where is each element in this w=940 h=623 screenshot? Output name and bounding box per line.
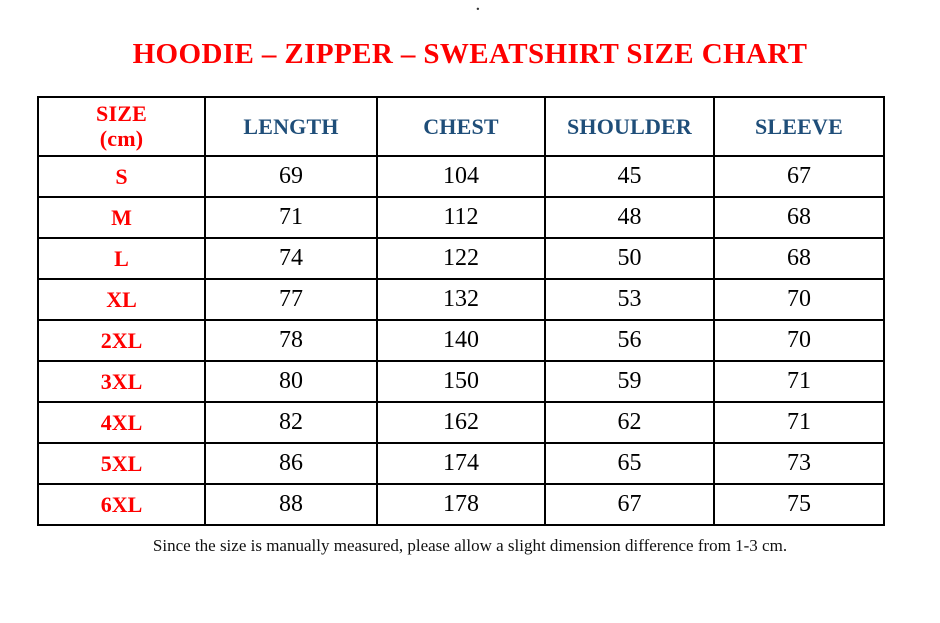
sleeve-cell: 68 <box>713 237 885 280</box>
size-cell: 2XL <box>37 319 206 362</box>
column-header-size: SIZE (cm) <box>37 96 206 157</box>
shoulder-cell: 56 <box>544 319 715 362</box>
shoulder-cell: 53 <box>544 278 715 321</box>
size-cell: 4XL <box>37 401 206 444</box>
shoulder-cell: 67 <box>544 483 715 526</box>
column-header-length: LENGTH <box>204 96 378 157</box>
chest-cell: 112 <box>376 196 546 239</box>
table-row-5xl: 5XL 86 174 65 73 <box>37 442 885 485</box>
length-cell: 88 <box>204 483 378 526</box>
shoulder-cell: 62 <box>544 401 715 444</box>
shoulder-cell: 45 <box>544 155 715 198</box>
sleeve-cell: 71 <box>713 360 885 403</box>
chest-cell: 122 <box>376 237 546 280</box>
size-header-line2: (cm) <box>99 125 144 151</box>
sleeve-cell: 70 <box>713 278 885 321</box>
length-cell: 69 <box>204 155 378 198</box>
length-cell: 82 <box>204 401 378 444</box>
shoulder-cell: 65 <box>544 442 715 485</box>
table-row-m: M 71 112 48 68 <box>37 196 885 239</box>
sleeve-cell: 70 <box>713 319 885 362</box>
table-row-s: S 69 104 45 67 <box>37 155 885 198</box>
column-header-shoulder: SHOULDER <box>544 96 715 157</box>
size-cell: L <box>37 237 206 280</box>
sleeve-cell: 67 <box>713 155 885 198</box>
length-cell: 77 <box>204 278 378 321</box>
sleeve-cell: 75 <box>713 483 885 526</box>
table-row-3xl: 3XL 80 150 59 71 <box>37 360 885 403</box>
length-cell: 80 <box>204 360 378 403</box>
chest-cell: 162 <box>376 401 546 444</box>
length-cell: 71 <box>204 196 378 239</box>
shoulder-cell: 48 <box>544 196 715 239</box>
size-cell: XL <box>37 278 206 321</box>
chest-cell: 178 <box>376 483 546 526</box>
chest-cell: 140 <box>376 319 546 362</box>
table-header-row: SIZE (cm) LENGTH CHEST SHOULDER SLEEVE <box>37 96 885 157</box>
size-cell: 5XL <box>37 442 206 485</box>
length-cell: 86 <box>204 442 378 485</box>
size-cell: 3XL <box>37 360 206 403</box>
chest-cell: 174 <box>376 442 546 485</box>
footer-note: Since the size is manually measured, ple… <box>152 536 788 555</box>
shoulder-cell: 50 <box>544 237 715 280</box>
table-row-l: L 74 122 50 68 <box>37 237 885 280</box>
size-table: SIZE (cm) LENGTH CHEST SHOULDER SLEEVE S… <box>37 96 885 526</box>
column-header-sleeve: SLEEVE <box>713 96 885 157</box>
size-cell: S <box>37 155 206 198</box>
column-header-chest: CHEST <box>376 96 546 157</box>
size-cell: 6XL <box>37 483 206 526</box>
table-row-4xl: 4XL 82 162 62 71 <box>37 401 885 444</box>
size-cell: M <box>37 196 206 239</box>
size-header-line1: SIZE <box>96 100 147 126</box>
table-row-6xl: 6XL 88 178 67 75 <box>37 483 885 526</box>
chest-cell: 150 <box>376 360 546 403</box>
chest-cell: 132 <box>376 278 546 321</box>
length-cell: 74 <box>204 237 378 280</box>
shoulder-cell: 59 <box>544 360 715 403</box>
sleeve-cell: 73 <box>713 442 885 485</box>
table-row-xl: XL 77 132 53 70 <box>37 278 885 321</box>
table-row-2xl: 2XL 78 140 56 70 <box>37 319 885 362</box>
length-cell: 78 <box>204 319 378 362</box>
sleeve-cell: 71 <box>713 401 885 444</box>
chest-cell: 104 <box>376 155 546 198</box>
page-title: HOODIE – ZIPPER – SWEATSHIRT SIZE CHART <box>132 38 808 70</box>
stray-dot-mark: . <box>476 0 480 14</box>
sleeve-cell: 68 <box>713 196 885 239</box>
